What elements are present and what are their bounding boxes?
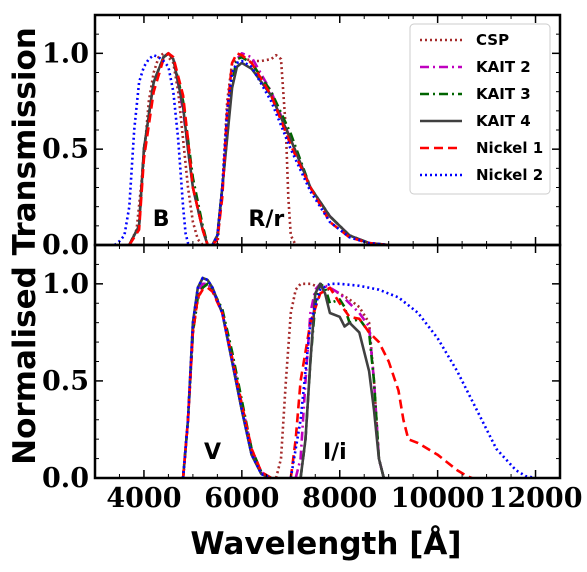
curve-kait-2-bottom-2 bbox=[294, 282, 386, 479]
x-axis-title: Wavelength [Å] bbox=[190, 525, 461, 562]
legend: CSP KAIT 2 KAIT 3 KAIT 4 Nickel 1 Nickel 2 bbox=[409, 23, 551, 195]
legend-item-nickel-2: Nickel 2 bbox=[420, 166, 543, 184]
legend-label: KAIT 3 bbox=[476, 85, 531, 103]
y-tick-label: 1.0 bbox=[42, 269, 89, 300]
y-tick-label: 0.5 bbox=[42, 366, 89, 397]
curve-kait-3-top-2 bbox=[211, 55, 389, 247]
curve-nickel-1-top-1 bbox=[128, 52, 209, 246]
y-tick-label: 0.0 bbox=[42, 463, 89, 494]
legend-label: CSP bbox=[476, 31, 509, 49]
curve-kait-2-top-2 bbox=[211, 52, 389, 247]
legend-label: Nickel 2 bbox=[476, 166, 543, 184]
legend-label: Nickel 1 bbox=[476, 139, 543, 157]
band-label: R/r bbox=[248, 207, 284, 232]
band-label: B bbox=[153, 207, 170, 232]
curve-nickel-2-bottom-1 bbox=[181, 276, 272, 480]
y-tick-label: 0.5 bbox=[42, 134, 89, 165]
curve-kait-4-top-2 bbox=[211, 61, 389, 247]
curve-nickel-2-top-2 bbox=[211, 59, 389, 247]
band-label: I/i bbox=[323, 440, 347, 465]
x-tick-label: 8000 bbox=[302, 483, 377, 514]
legend-item-nickel-1: Nickel 1 bbox=[420, 139, 543, 157]
x-tick-label: 4000 bbox=[106, 483, 181, 514]
y-tick-label: 0.0 bbox=[42, 230, 89, 261]
x-tick-label: 10000 bbox=[391, 483, 485, 514]
legend-label: KAIT 2 bbox=[476, 58, 531, 76]
panels: 0.0 0.5 1.0 B R/r 4000 6000 8000 10000 12000 0.0 0.… bbox=[42, 13, 583, 514]
curve-kait-3-bottom-1 bbox=[181, 282, 272, 480]
legend-item-kait-2: KAIT 2 bbox=[420, 58, 531, 76]
curve-kait-4-bottom-2 bbox=[299, 282, 386, 479]
legend-label: KAIT 4 bbox=[476, 112, 531, 130]
legend-items: CSP KAIT 2 KAIT 3 KAIT 4 Nickel 1 Nickel 2 bbox=[420, 31, 543, 184]
y-axis-title: Normalised Transmission bbox=[7, 27, 43, 465]
legend-item-csp: CSP bbox=[420, 31, 509, 49]
curve-csp-top-1 bbox=[128, 52, 204, 246]
legend-item-kait-3: KAIT 3 bbox=[420, 85, 531, 103]
curve-nickel-1-bottom-2 bbox=[289, 286, 473, 480]
legend-item-kait-4: KAIT 4 bbox=[420, 112, 531, 130]
curve-nickel-1-bottom-1 bbox=[181, 286, 272, 480]
x-tick-label: 6000 bbox=[204, 483, 279, 514]
plot-frame-bottom bbox=[93, 243, 562, 480]
band-label: V bbox=[204, 440, 221, 465]
x-tick-label: 12000 bbox=[489, 483, 583, 514]
panel-bottom: 4000 6000 8000 10000 12000 0.0 0.5 1.0 V I/i bbox=[42, 243, 583, 514]
y-tick-label: 1.0 bbox=[42, 38, 89, 69]
curve-nickel-1-top-2 bbox=[211, 52, 389, 247]
curve-csp-bottom-2 bbox=[274, 282, 386, 479]
curve-nickel-2-top-1 bbox=[113, 53, 194, 247]
